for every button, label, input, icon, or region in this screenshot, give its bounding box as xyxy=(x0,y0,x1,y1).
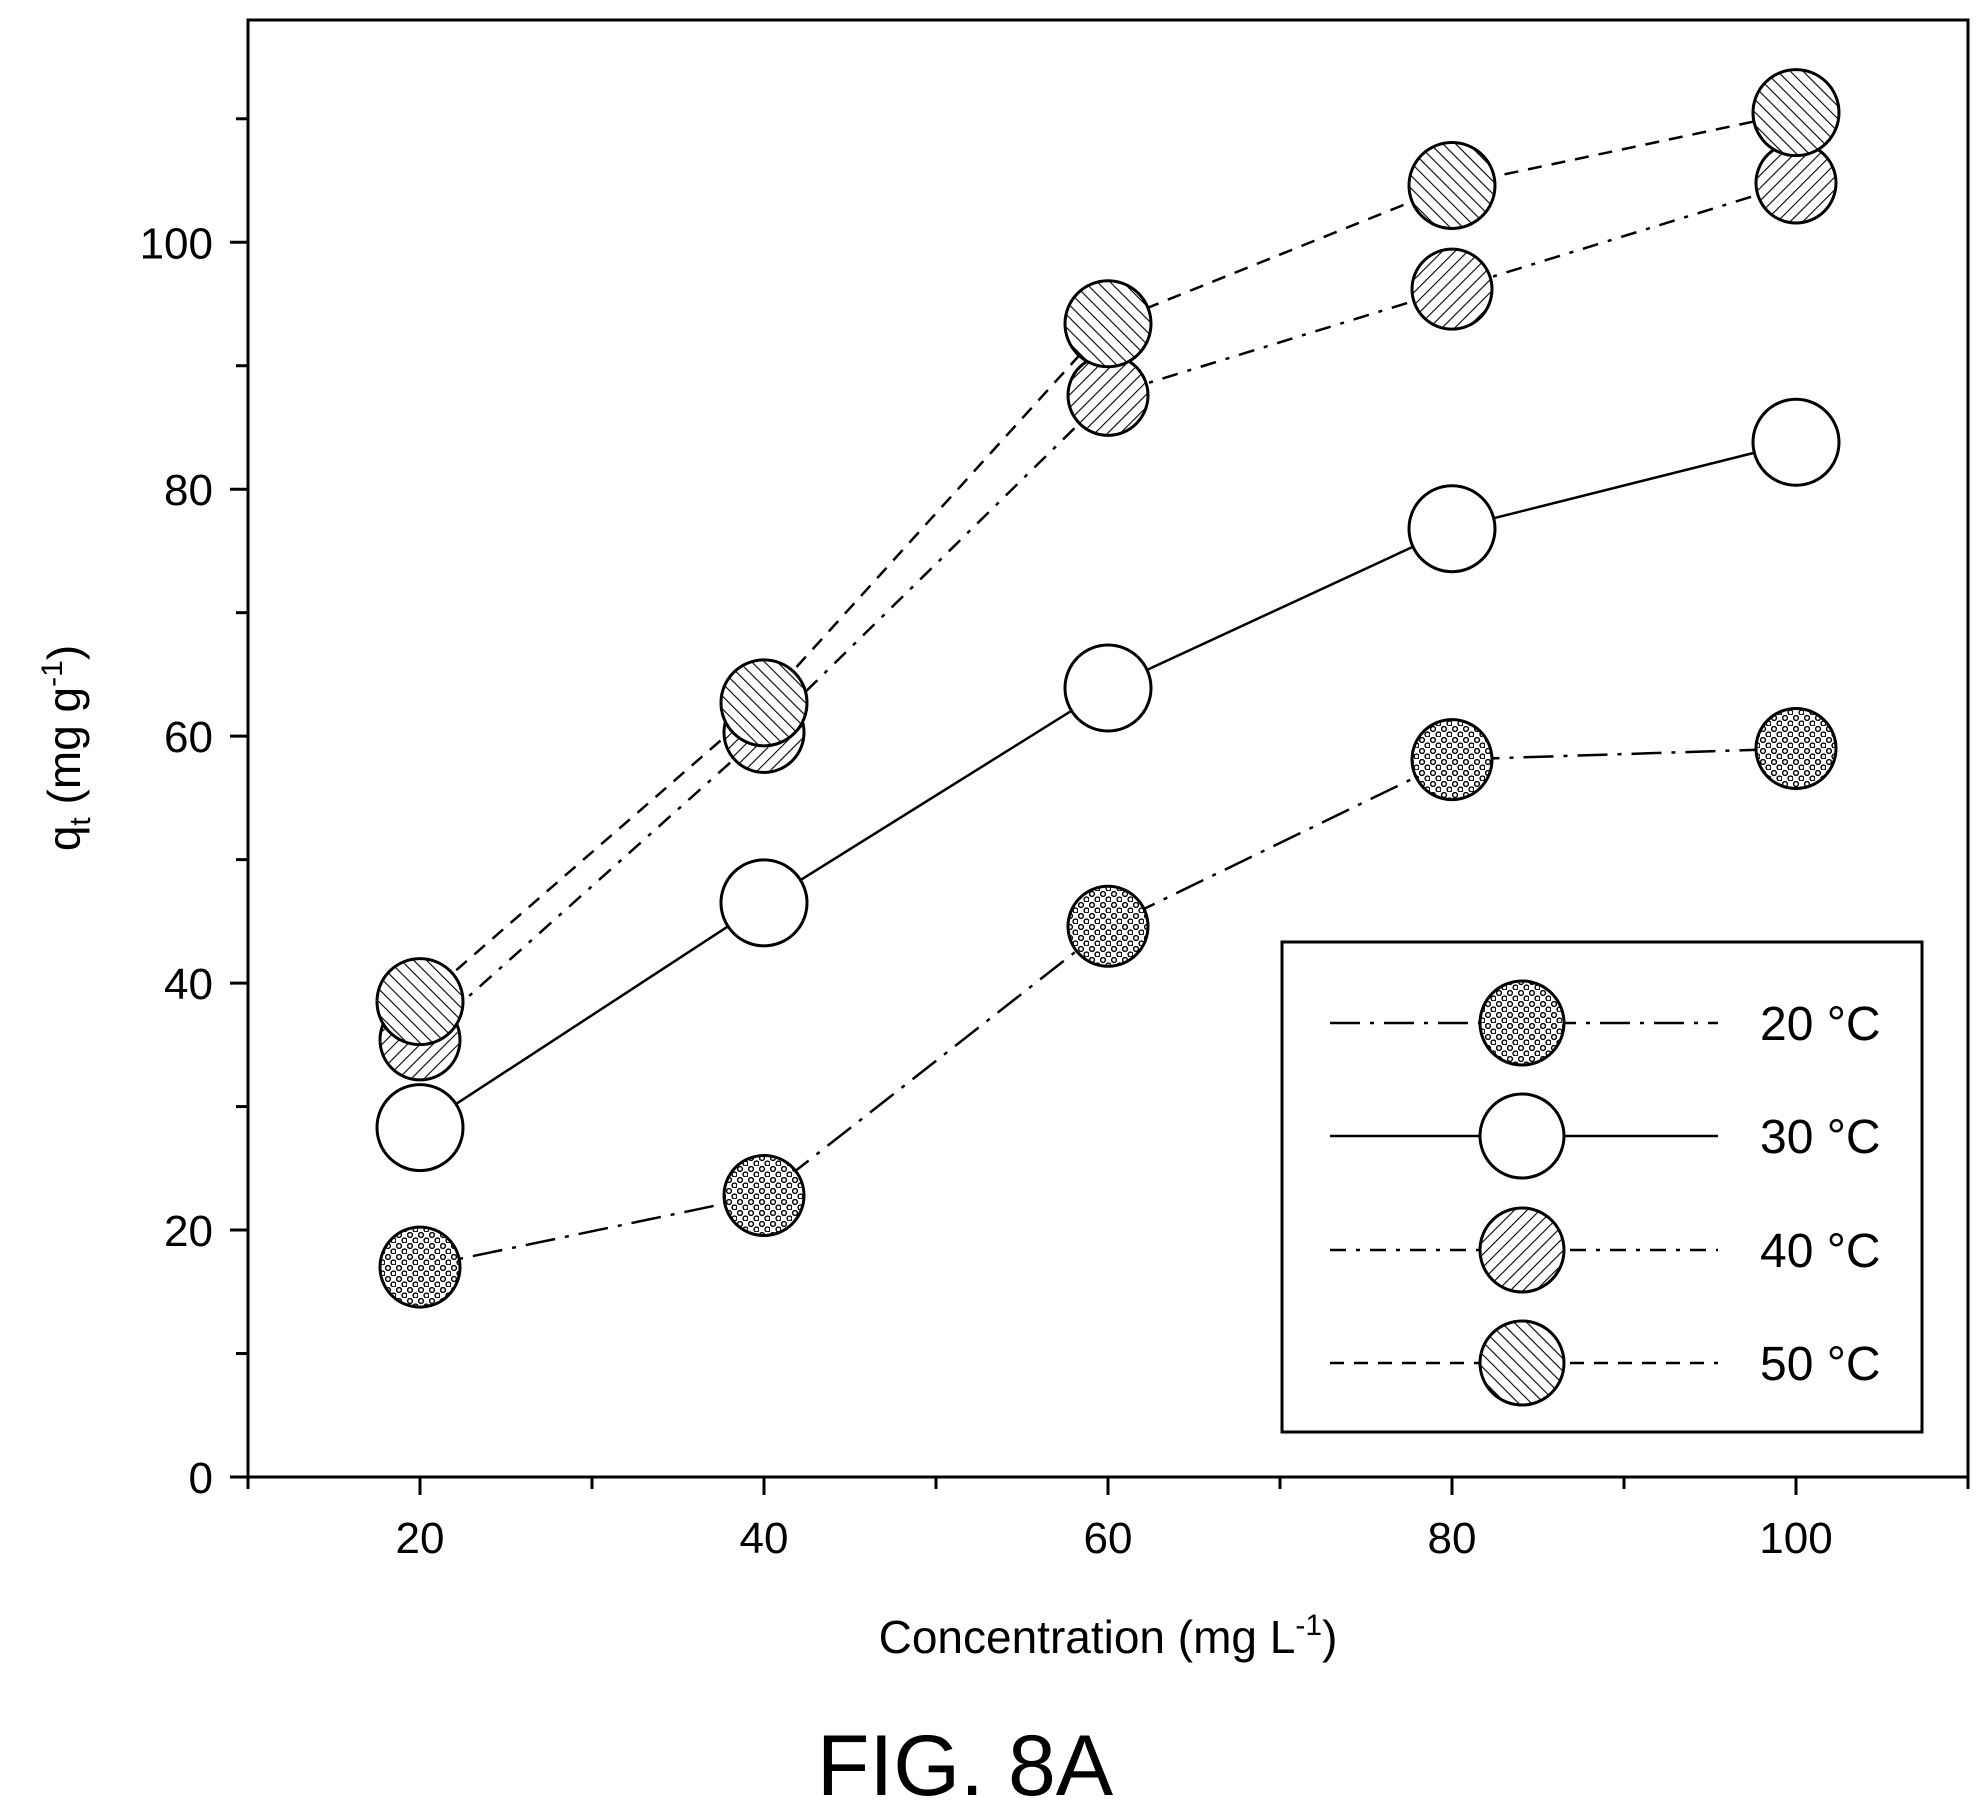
data-point-series-0 xyxy=(1754,707,1838,790)
x-tick-label: 100 xyxy=(1759,1514,1832,1563)
y-axis: 0 20 40 60 80 100 xyxy=(140,117,248,1503)
series-line-2 xyxy=(419,181,1797,1041)
legend-label: 20 °C xyxy=(1760,998,1881,1051)
x-tick-label: 80 xyxy=(1428,1514,1477,1563)
legend-marker xyxy=(1478,979,1566,1067)
data-point-series-3 xyxy=(375,957,465,1047)
series-line-0 xyxy=(419,747,1797,1269)
series-markers xyxy=(375,68,1841,1309)
legend-label: 30 °C xyxy=(1760,1111,1881,1164)
data-point-series-1 xyxy=(719,858,809,948)
x-axis: 20 40 60 80 100 xyxy=(246,1477,1970,1563)
y-tick-label: 40 xyxy=(164,960,213,1009)
x-tick-label: 40 xyxy=(740,1514,789,1563)
data-point-series-3 xyxy=(1063,279,1153,369)
data-point-series-1 xyxy=(1063,643,1153,733)
data-point-series-1 xyxy=(1751,397,1841,487)
data-point-series-0 xyxy=(378,1225,462,1309)
figure-label: FIG. 8A xyxy=(817,1718,1114,1814)
legend: 20 °C 30 °C 40 °C 50 °C xyxy=(1280,940,1924,1434)
legend-marker xyxy=(1478,1092,1566,1180)
y-tick-label: 60 xyxy=(164,713,213,762)
legend-label: 40 °C xyxy=(1760,1225,1881,1278)
x-axis-label: Concentration (mg L-1) xyxy=(879,1609,1338,1663)
data-point-series-1 xyxy=(375,1083,465,1173)
data-point-series-3 xyxy=(1407,140,1497,230)
data-point-series-2 xyxy=(1410,247,1494,331)
data-point-series-0 xyxy=(1410,718,1494,802)
legend-marker xyxy=(1478,1206,1566,1294)
data-point-series-3 xyxy=(719,658,809,748)
data-point-series-1 xyxy=(1407,484,1497,574)
legend-entries: 20 °C 30 °C 40 °C 50 °C xyxy=(1330,979,1881,1407)
data-point-series-0 xyxy=(1066,884,1150,968)
data-point-series-3 xyxy=(1751,68,1841,158)
legend-label: 50 °C xyxy=(1760,1338,1881,1391)
y-tick-label: 0 xyxy=(189,1454,213,1503)
y-tick-label: 100 xyxy=(140,219,213,268)
x-tick-label: 20 xyxy=(396,1514,445,1563)
y-axis-label: qt (mg g-1) xyxy=(36,645,97,851)
y-tick-label: 20 xyxy=(164,1207,213,1256)
y-tick-label: 80 xyxy=(164,466,213,515)
data-point-series-0 xyxy=(722,1153,806,1237)
legend-marker xyxy=(1478,1319,1566,1407)
x-tick-label: 60 xyxy=(1084,1514,1133,1563)
